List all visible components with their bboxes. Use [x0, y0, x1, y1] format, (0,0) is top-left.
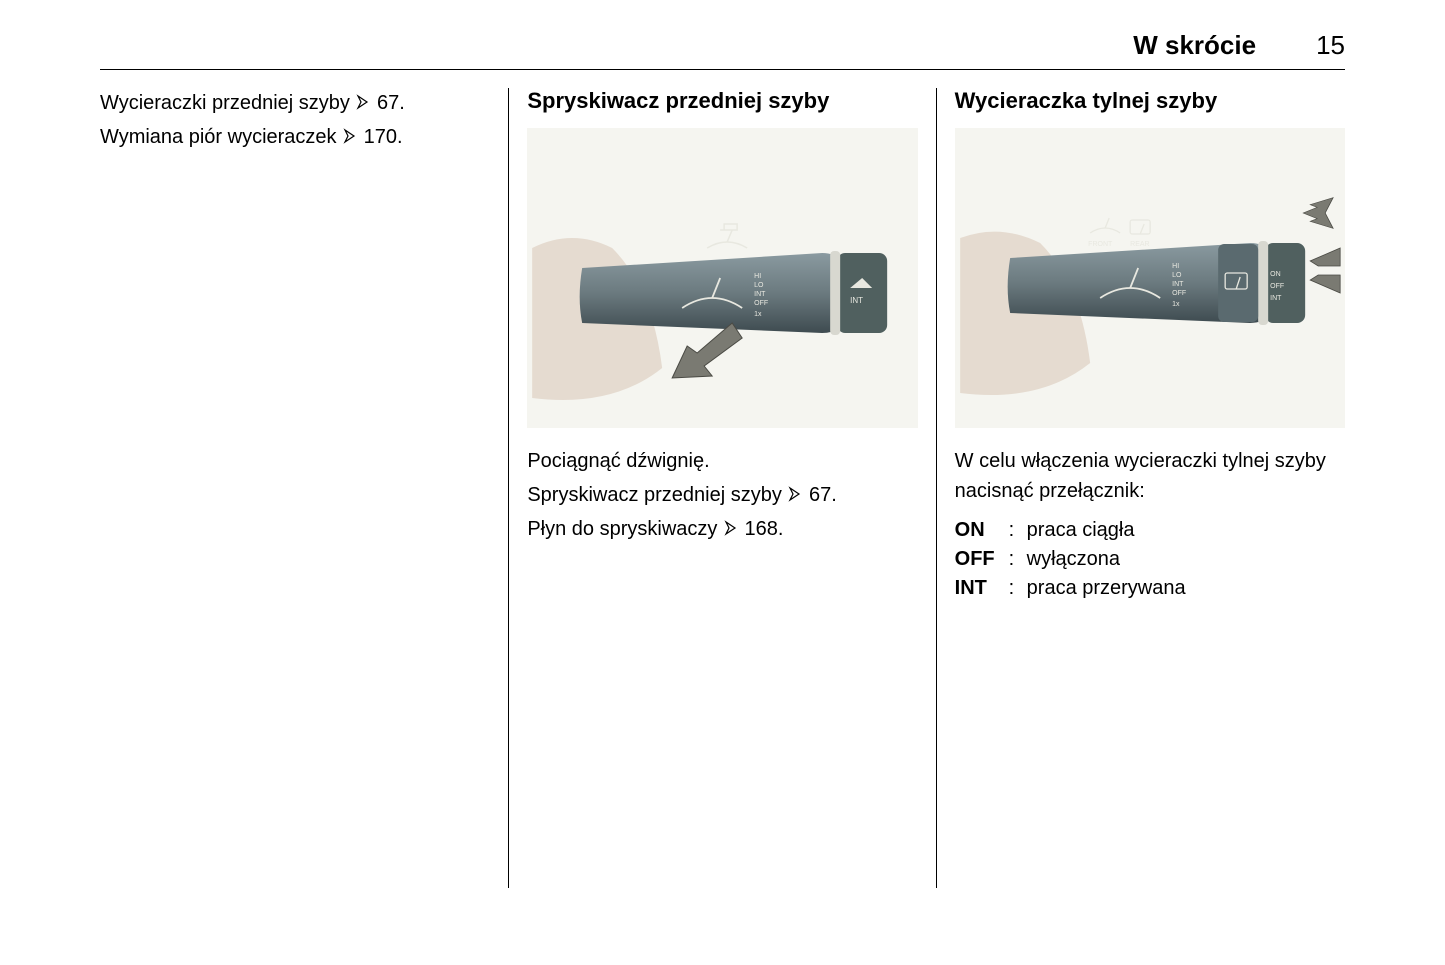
label-front: FRONT [1088, 241, 1113, 248]
col1-line2-ref: 170. [364, 126, 403, 148]
content-columns: Wycieraczki przedniej szyby 67. Wymiana … [100, 88, 1345, 888]
label-int: INT [1172, 281, 1184, 288]
label-on-cap: ON [1270, 271, 1281, 278]
col3-heading: Wycieraczka tylnej szyby [955, 88, 1345, 114]
reference-icon [787, 486, 803, 502]
col2-text3-ref: 168. [745, 518, 784, 540]
col1-line1: Wycieraczki przedniej szyby 67. [100, 88, 490, 118]
header-section-title: W skrócie [1133, 30, 1256, 61]
label-hi: HI [754, 273, 761, 280]
reference-icon [342, 128, 358, 144]
col2-text2: Spryskiwacz przedniej szyby 67. [527, 480, 917, 510]
col1-line1-ref: 67. [377, 92, 405, 114]
label-lo: LO [754, 282, 764, 289]
label-1x: 1x [1172, 301, 1180, 308]
label-rear: REAR [1130, 241, 1149, 248]
push-arrow-down [1310, 275, 1340, 293]
lever-ring [830, 251, 840, 335]
def-row: INT : praca przerywana [955, 574, 1345, 603]
label-off: OFF [1172, 290, 1186, 297]
col1-line2: Wymiana piór wycieraczek 170. [100, 122, 490, 152]
col1-line2-text: Wymiana piór wycieraczek [100, 126, 342, 148]
def-row: ON : praca ciągła [955, 516, 1345, 545]
col3-text1: W celu włączenia wycieraczki tylnej szyb… [955, 446, 1345, 506]
col2-text2-prefix: Spryskiwacz przedniej szyby [527, 484, 787, 506]
def-term-on: ON [955, 516, 1009, 545]
label-lo: LO [1172, 272, 1182, 279]
reference-icon [723, 520, 739, 536]
col2-illustration: HI LO INT OFF 1x INT [527, 128, 917, 428]
col3-illustration: FRONT REAR HI LO INT OFF 1x [955, 128, 1345, 428]
lever-ring [1258, 241, 1268, 325]
def-desc-off: wyłączona [1027, 545, 1345, 574]
col1-line1-text: Wycieraczki przedniej szyby [100, 92, 355, 114]
def-term-off: OFF [955, 545, 1009, 574]
col2-text1: Pociągnąć dźwignię. [527, 446, 917, 476]
label-hi: HI [1172, 263, 1179, 270]
def-desc-on: praca ciągła [1027, 516, 1345, 545]
label-off-cap: OFF [1270, 283, 1284, 290]
reference-icon [355, 94, 371, 110]
label-off: OFF [754, 300, 768, 307]
label-int: INT [754, 291, 766, 298]
column-2: Spryskiwacz przedniej szyby [509, 88, 935, 888]
col2-text3: Płyn do spryskiwaczy 168. [527, 514, 917, 544]
header-page-number: 15 [1316, 30, 1345, 61]
column-1: Wycieraczki przedniej szyby 67. Wymiana … [100, 88, 508, 888]
page-header: W skrócie 15 [100, 30, 1345, 70]
label-int-cap: INT [1270, 295, 1282, 302]
col2-heading: Spryskiwacz przedniej szyby [527, 88, 917, 114]
pull-arrow [672, 323, 742, 378]
column-3: Wycieraczka tylnej szyby [937, 88, 1345, 888]
def-term-int: INT [955, 574, 1009, 603]
push-arrow-up [1310, 248, 1340, 266]
page-container: W skrócie 15 Wycieraczki przedniej szyby… [0, 0, 1445, 918]
front-rear-icons: FRONT REAR [1088, 218, 1150, 248]
def-sep: : [1009, 516, 1027, 545]
wiper-icon-top [707, 224, 747, 248]
def-row: OFF : wyłączona [955, 545, 1345, 574]
label-int-cap: INT [850, 296, 863, 305]
def-desc-int: praca przerywana [1027, 574, 1345, 603]
col2-text3-prefix: Płyn do spryskiwaczy [527, 518, 723, 540]
col2-text2-ref: 67. [809, 484, 837, 506]
label-1x: 1x [754, 311, 762, 318]
lever-cap [837, 253, 887, 333]
col3-definitions: ON : praca ciągła OFF : wyłączona INT : … [955, 516, 1345, 603]
def-sep: : [1009, 574, 1027, 603]
wiper-lever-front-svg: HI LO INT OFF 1x INT [527, 128, 917, 428]
def-sep: : [1009, 545, 1027, 574]
wiper-lever-rear-svg: FRONT REAR HI LO INT OFF 1x [955, 128, 1345, 428]
